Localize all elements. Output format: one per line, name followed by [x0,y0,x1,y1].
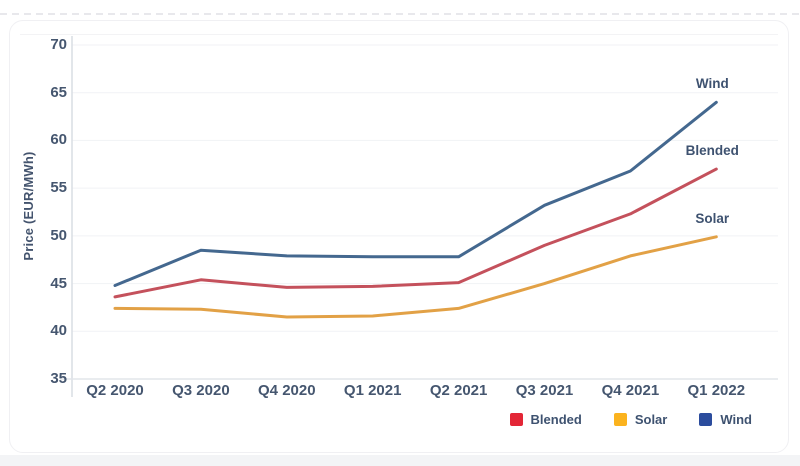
y-tick-label-45: 45 [50,274,67,292]
y-tick-label-35: 35 [50,370,67,387]
chart-canvas [60,36,778,397]
x-tick-label-q1-2021: Q1 2021 [343,382,402,399]
end-label-blended: Blended [685,143,739,159]
end-label-wind: Wind [695,76,729,92]
top-dashed-divider [0,13,800,15]
bottom-strip [0,455,800,466]
price-line-chart: Price (EUR/MWh) 70 65 60 55 50 45 40 35 Q2 2020… [20,34,778,452]
series-line-wind [113,100,718,287]
x-tick-label-q3-2020: Q3 2020 [172,382,230,399]
legend-swatch-blended [509,413,523,426]
y-tick-label-70: 70 [50,35,67,53]
chart-card: Price (EUR/MWh) 70 65 60 55 50 45 40 35 Q2 2020… [9,20,789,453]
y-tick-label-65: 65 [50,83,67,101]
series-line-solar [113,235,718,319]
legend-label-blended: Blended [530,412,582,427]
y-tick-label-40: 40 [50,322,67,340]
legend: Blended Solar Wind [509,412,752,427]
y-tick-label-60: 60 [50,131,67,149]
y-tick-label-50: 50 [50,226,67,244]
legend-item-blended: Blended [509,412,582,427]
y-tick-label-55: 55 [50,179,67,197]
legend-label-wind: Wind [720,412,752,427]
x-tick-label-q1-2022: Q1 2022 [687,382,746,399]
x-tick-label-q2-2020: Q2 2020 [86,382,144,399]
legend-item-solar: Solar [613,412,668,427]
end-label-solar: Solar [695,210,730,226]
x-tick-label-q3-2021: Q3 2021 [515,382,574,399]
legend-label-solar: Solar [634,412,668,427]
legend-item-wind: Wind [699,412,752,427]
x-tick-label-q4-2021: Q4 2021 [601,382,660,399]
legend-swatch-solar [613,413,627,426]
series-line-blended [113,167,718,299]
x-tick-label-q2-2021: Q2 2021 [429,382,488,399]
x-tick-label-q4-2020: Q4 2020 [258,382,316,399]
legend-swatch-wind [699,413,713,426]
